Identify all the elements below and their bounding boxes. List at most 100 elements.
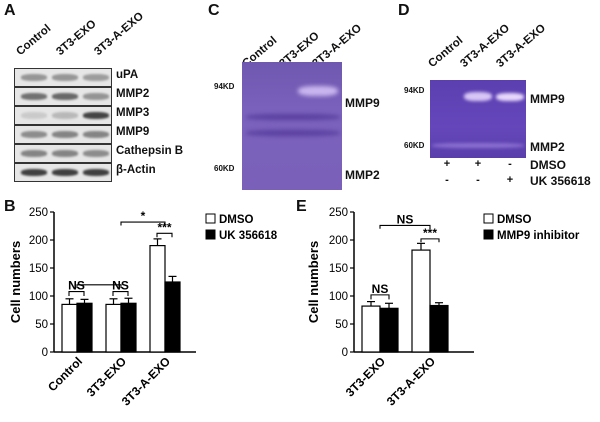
ns-bracket [68,290,85,296]
sign-uk-1: - [445,174,449,186]
marker-60kd-c: 60KD [214,164,235,173]
blot-band [21,74,47,81]
blot-strip [14,125,112,144]
legend-label: DMSO [497,214,532,226]
gel-label-mmp2-d: MMP2 [530,140,565,154]
y-tick-label: 100 [29,291,48,303]
panel-letter-e: E [296,198,307,215]
blot-band [52,150,78,157]
blot-strip [14,106,112,125]
legend-swatch [483,213,494,224]
sig-bracket-top [379,224,431,229]
y-tick-label: 100 [329,291,348,303]
blot-band [83,93,109,100]
sig-bracket-top [120,221,166,226]
bar [379,307,399,353]
panel-letter-b: B [4,198,16,215]
panel-letter-a: A [4,2,16,19]
blot-band [52,74,78,81]
y-tick-label: 250 [29,207,48,219]
blot-band [52,112,78,119]
ns-bracket [370,294,390,300]
x-tick-label: Control [45,354,85,394]
blot-strip [14,163,112,182]
x-tick-label: 3T3-EXO [84,354,129,399]
bar [164,281,181,353]
bar [105,303,122,353]
gel-band-d [464,92,492,101]
lane-label-a-3: 3T3-A-EXO [92,10,147,59]
sig-bracket-top-label: * [141,209,146,223]
gel-label-mmp9-c: MMP9 [345,96,380,110]
legend-swatch [205,213,216,224]
bar [411,249,431,353]
legend-label: MMP9 inhibitor [497,230,580,242]
bar-chart-b: 0 50 100 150 200 250 Cell numbers Control3T3-EX… [8,207,278,408]
zymogram-gel-c [242,62,342,190]
y-tick-label: 0 [342,347,348,359]
marker-94kd-d: 94KD [404,86,425,95]
blot-band [83,112,109,119]
blot-band [21,131,47,138]
x-tick-label: 3T3-A-EXO [384,354,438,408]
bar [120,302,137,353]
legend-label: UK 356618 [219,230,278,242]
bar [61,303,78,353]
blot-label: Cathepsin B [116,145,184,157]
sign-dmso-2: + [474,158,482,170]
legend-swatch [205,229,216,240]
legend-swatch [483,229,494,240]
blot-band [83,150,109,157]
y-tick-label: 50 [335,319,348,331]
sig-bracket-label: *** [157,220,171,234]
sig-bracket-top-label: NS [397,212,414,226]
y-axis-label: Cell numbers [8,241,23,323]
blot-strip [14,87,112,106]
row-label-uk356618: UK 356618 [530,174,591,188]
sign-dmso-3: - [508,158,512,170]
gel-band-c [246,114,340,120]
gel-band-c [298,86,338,96]
gel-label-mmp2-c: MMP2 [345,168,380,182]
group-bracket [76,284,122,289]
blot-band [21,150,47,157]
y-tick-label: 150 [29,263,48,275]
blot-strip [14,68,112,87]
blot-band [83,74,109,81]
ns-bracket [112,290,129,296]
y-tick-label: 0 [42,347,48,359]
gel-band-d [496,93,524,101]
blot-band [83,169,109,176]
row-label-dmso: DMSO [530,158,566,172]
sign-uk-3: + [506,174,514,186]
marker-60kd-d: 60KD [404,141,425,150]
blot-band [21,112,47,119]
blot-band [52,169,78,176]
bar [76,302,93,353]
blot-label: β-Actin [116,164,156,176]
panel-letter-c: C [208,2,220,19]
sig-bracket-label: *** [423,226,437,240]
bar [149,244,166,353]
blot-band [21,169,47,176]
lane-label-a-2: 3T3-EXO [54,17,99,58]
lane-label-a-1: Control [14,22,54,58]
sig-bracket [156,232,173,238]
y-tick-label: 150 [329,263,348,275]
sign-uk-2: - [476,174,480,186]
marker-94kd-c: 94KD [214,82,235,91]
x-tick-label: 3T3-EXO [343,354,388,399]
y-tick-label: 250 [329,207,348,219]
y-tick-label: 200 [329,235,348,247]
gel-band-c [246,130,340,136]
legend-label: DMSO [219,214,254,226]
blot-label: uPA [116,69,139,81]
blot-band [52,131,78,138]
bar [429,304,449,353]
y-axis-label: Cell numbers [306,241,321,323]
blot-label: MMP9 [116,126,150,138]
ns-bracket-label: NS [372,282,389,296]
sign-dmso-1: + [443,158,451,170]
lane-label-d-1: Control [426,34,466,70]
zymogram-gel-d [430,80,526,158]
